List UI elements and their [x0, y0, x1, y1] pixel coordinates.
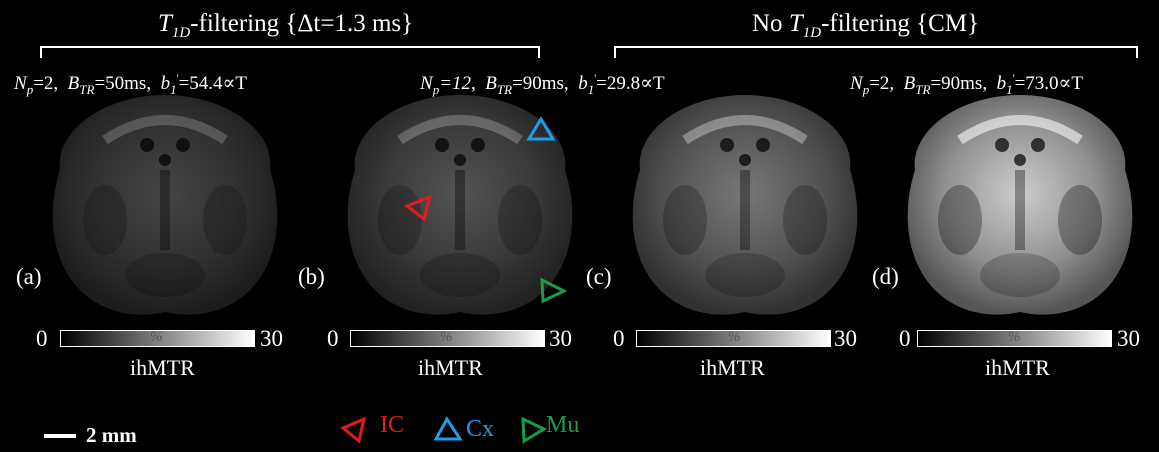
scale-bar-label: 2 mm [86, 423, 137, 447]
panel-a-image [52, 95, 278, 315]
legend-label-mu: Mu [546, 412, 580, 438]
colorbar-min: 0 [613, 326, 625, 351]
cx-marker [526, 116, 556, 141]
legend-label-ic: IC [380, 412, 404, 438]
legend: IC Cx Mu [340, 412, 620, 444]
panel-label-a: (a) [16, 264, 42, 289]
colorbar-unit: % [440, 329, 453, 345]
colorbar-min: 0 [36, 326, 48, 351]
group-bracket-filtered [40, 46, 540, 58]
colorbar-gradient [917, 330, 1112, 347]
colorbar-max: 30 [834, 326, 857, 351]
colorbar-min: 0 [327, 326, 339, 351]
params-panel-a: Np=2, BTR=50ms, b1'=54.4∝T [14, 72, 247, 97]
colorbar-name: ihMTR [985, 355, 1050, 380]
group-title-t1d-filtering: T1D-filtering {Δt=1.3 ms} [158, 10, 414, 41]
colorbar-max: 30 [1117, 326, 1140, 351]
colorbar-unit: % [1008, 329, 1021, 345]
colorbar-unit: % [728, 329, 741, 345]
colorbar-unit: % [150, 329, 163, 345]
colorbar-max: 30 [260, 326, 283, 351]
panel-b-image [347, 95, 573, 315]
colorbar-min: 0 [899, 326, 911, 351]
panel-c-image [632, 95, 858, 315]
colorbar-gradient [350, 330, 545, 347]
params-panel-b: Np=12, BTR=90ms, b1'=29.8∝T [420, 72, 665, 97]
ic-marker [403, 194, 433, 222]
ic-legend-icon [340, 416, 367, 444]
panel-d-image [907, 95, 1133, 315]
scale-bar [44, 434, 76, 438]
group-title-no-t1d-filtering: No T1D-filtering {CM} [752, 10, 980, 41]
colorbar-name: ihMTR [700, 355, 765, 380]
colorbar-max: 30 [549, 326, 572, 351]
colorbar-name: ihMTR [130, 355, 195, 380]
panel-label-b: (b) [298, 264, 325, 289]
group-bracket-unfiltered [614, 46, 1138, 58]
panel-label-c: (c) [586, 264, 612, 289]
mu-legend-icon [521, 416, 548, 444]
colorbar-gradient [60, 330, 255, 347]
cx-legend-icon [433, 416, 463, 441]
colorbar-name: ihMTR [418, 355, 483, 380]
legend-label-cx: Cx [466, 416, 495, 442]
mu-marker [540, 277, 568, 304]
colorbar-gradient [636, 330, 831, 347]
brain-images [52, 95, 1133, 315]
params-panel-d: Np=2, BTR=90ms, b1'=73.0∝T [850, 72, 1083, 97]
panel-label-d: (d) [872, 264, 899, 289]
